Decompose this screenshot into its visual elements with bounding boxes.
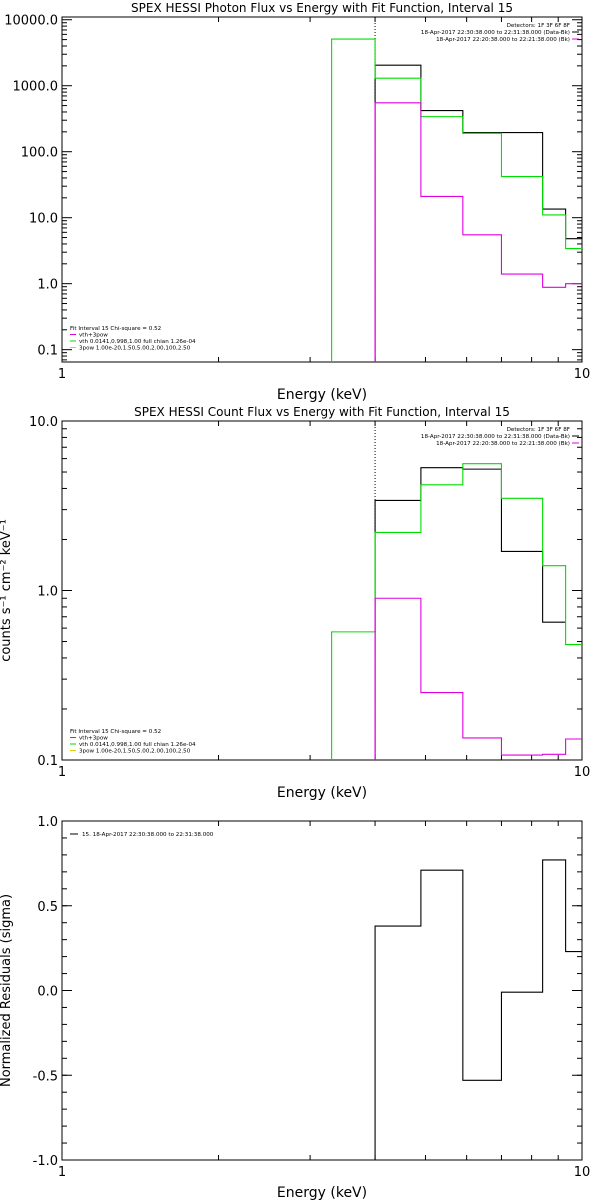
y-tick-label: 1.0 — [37, 585, 58, 600]
x-tick-label: 10 — [574, 367, 591, 382]
x-axis-label: Energy (keV) — [277, 1185, 367, 1200]
x-tick-label: 1 — [58, 1165, 66, 1180]
legend-text: vth 0.0141,0.998,1.00 full chian 1.26e-0… — [79, 339, 196, 345]
chart-title: SPEX HESSI Photon Flux vs Energy with Fi… — [131, 1, 513, 15]
legend-text: 18-Apr-2017 22:20:38.000 to 22:21:38.000… — [436, 441, 570, 447]
y-tick-label: 1.0 — [37, 278, 58, 293]
legend-text: 18-Apr-2017 22:20:38.000 to 22:21:38.000… — [436, 37, 570, 43]
plot-frame — [61, 820, 583, 1161]
series-data-bk-line — [374, 467, 566, 760]
legend-text: 15. 18-Apr-2017 22:30:38.000 to 22:31:38… — [82, 832, 214, 838]
legend-text: Detectors: 1F 3F 6F 8F — [507, 23, 570, 29]
series-vth-line — [331, 463, 582, 760]
series-data-bk-line — [374, 64, 582, 362]
chart-panel-3: 1 10 Energy (keV) -1.0 -0.5 0.0 0.5 1.0 Normaliz… — [0, 815, 590, 1200]
series-residuals-line — [374, 859, 582, 1160]
y-tick-label: 1000.0 — [13, 80, 59, 95]
y-tick-label: 10000.0 — [4, 14, 58, 29]
legend-text: Fit Interval 15 Chi-square = 0.52 — [70, 729, 161, 735]
y-tick-label: 100.0 — [21, 146, 58, 161]
plot-frame — [61, 16, 583, 363]
x-tick-label: 10 — [574, 1165, 591, 1180]
x-tick-label: 1 — [58, 765, 66, 780]
legend-text: 3pow 1.00e-20,1.50,5.00,2.00,100,2.50 — [79, 346, 191, 352]
x-axis-label: Energy (keV) — [277, 785, 367, 801]
series-bk-line — [374, 597, 582, 760]
y-tick-label: 10.0 — [29, 212, 58, 227]
y-tick-label: 10.0 — [29, 415, 58, 430]
y-tick-label: -0.5 — [33, 1069, 58, 1084]
series-vth-line — [331, 38, 582, 362]
series-bk-line — [374, 102, 582, 362]
y-tick-label: 1.0 — [37, 815, 58, 830]
y-tick-label: 0.5 — [37, 900, 58, 915]
legend-text: 18-Apr-2017 22:30:38.000 to 22:31:38.000… — [421, 30, 570, 36]
y-axis-label: counts s⁻¹ cm⁻² keV⁻¹ — [0, 519, 14, 662]
legend-text: vth 0.0141,0.998,1.00 full chian 1.26e-0… — [79, 742, 196, 748]
legend-text: 18-Apr-2017 22:30:38.000 to 22:31:38.000… — [421, 434, 570, 440]
x-tick-label: 1 — [58, 367, 66, 382]
legend-text: Detectors: 1F 3F 6F 8F — [507, 427, 570, 433]
x-axis-label: Energy (keV) — [277, 387, 367, 403]
y-axis-label: Normalized Residuals (sigma) — [0, 894, 14, 1087]
x-tick-label: 10 — [574, 765, 591, 780]
legend-text: 3pow 1.00e-20,1.50,5.00,2.00,100,2.50 — [79, 749, 191, 755]
y-tick-label: 0.1 — [37, 754, 58, 769]
legend-text: vth+3pow — [79, 736, 108, 742]
legend-text: vth+3pow — [79, 333, 108, 339]
chart-panel-1: SPEX HESSI Photon Flux vs Energy with Fi… — [4, 1, 590, 403]
plot-frame — [61, 420, 583, 761]
y-tick-label: 0.1 — [37, 344, 58, 359]
legend-text: Fit Interval 15 Chi-square = 0.52 — [70, 326, 161, 332]
y-tick-label: -1.0 — [33, 1154, 58, 1169]
y-tick-label: 0.0 — [37, 985, 58, 1000]
chart-panel-2: SPEX HESSI Count Flux vs Energy with Fit… — [0, 405, 590, 801]
chart-title: SPEX HESSI Count Flux vs Energy with Fit… — [134, 405, 510, 419]
